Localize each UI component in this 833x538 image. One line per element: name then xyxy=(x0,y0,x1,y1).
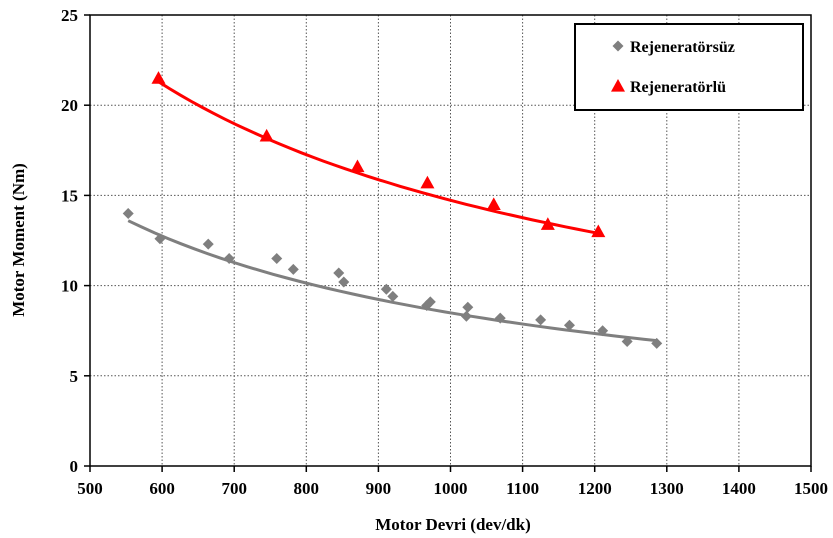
gridlines xyxy=(90,15,811,466)
data-point xyxy=(350,159,365,173)
data-point xyxy=(462,301,474,313)
data-point xyxy=(122,207,134,219)
legend-marker xyxy=(611,79,625,92)
data-point xyxy=(494,312,506,324)
x-tick-label: 1200 xyxy=(578,479,612,498)
data-point xyxy=(223,253,235,265)
data-point xyxy=(540,217,555,230)
x-tick-label: 1000 xyxy=(434,479,468,498)
y-tick-label: 25 xyxy=(61,6,78,25)
data-point xyxy=(271,253,283,265)
data-point xyxy=(460,310,472,322)
trendlines xyxy=(127,80,657,343)
axes xyxy=(84,14,812,472)
data-point xyxy=(154,233,166,245)
legend-label: Rejeneratörlü xyxy=(630,79,726,96)
data-point xyxy=(535,314,547,326)
x-tick-label: 700 xyxy=(221,479,247,498)
data-point xyxy=(563,319,575,331)
data-points xyxy=(122,71,663,349)
legend-label: Rejeneratörsüz xyxy=(630,39,735,56)
y-tick-label: 20 xyxy=(61,96,78,115)
data-point xyxy=(597,325,609,337)
data-point xyxy=(420,175,435,189)
y-tick-label: 0 xyxy=(70,457,79,476)
legend-box xyxy=(574,23,804,111)
data-point xyxy=(387,290,399,302)
data-point xyxy=(424,296,436,308)
trendline xyxy=(127,219,657,343)
data-point xyxy=(151,71,166,84)
x-tick-label: 1400 xyxy=(722,479,756,498)
x-tick-label: 500 xyxy=(77,479,103,498)
data-point xyxy=(591,224,606,238)
y-tick-label: 5 xyxy=(70,367,79,386)
x-tick-label: 1300 xyxy=(650,479,684,498)
data-point xyxy=(621,336,633,348)
data-point xyxy=(380,283,392,295)
trendline xyxy=(157,80,599,235)
data-point xyxy=(338,276,350,288)
x-axis-title: Motor Devri (dev/dk) xyxy=(375,515,531,534)
data-point xyxy=(202,238,214,250)
plot-frame xyxy=(89,14,812,467)
data-point xyxy=(287,263,299,275)
legend-marker xyxy=(612,40,624,52)
data-point xyxy=(486,197,501,211)
tick-labels: 500 600 700 800 900 1000 1100 1200 1300 1400 1500 0… xyxy=(61,6,828,498)
x-tick-label: 800 xyxy=(294,479,320,498)
x-tick-label: 1100 xyxy=(506,479,539,498)
x-tick-label: 900 xyxy=(366,479,392,498)
y-tick-label: 10 xyxy=(61,277,78,296)
y-axis-title: Motor Moment (Nm) xyxy=(9,163,28,317)
x-tick-label: 600 xyxy=(149,479,175,498)
legend: Rejeneratörsüz Rejeneratörlü xyxy=(574,23,804,111)
data-point xyxy=(333,267,345,279)
data-point xyxy=(651,337,663,349)
x-tick-label: 1500 xyxy=(794,479,828,498)
y-tick-label: 15 xyxy=(61,186,78,205)
data-point xyxy=(259,128,274,142)
